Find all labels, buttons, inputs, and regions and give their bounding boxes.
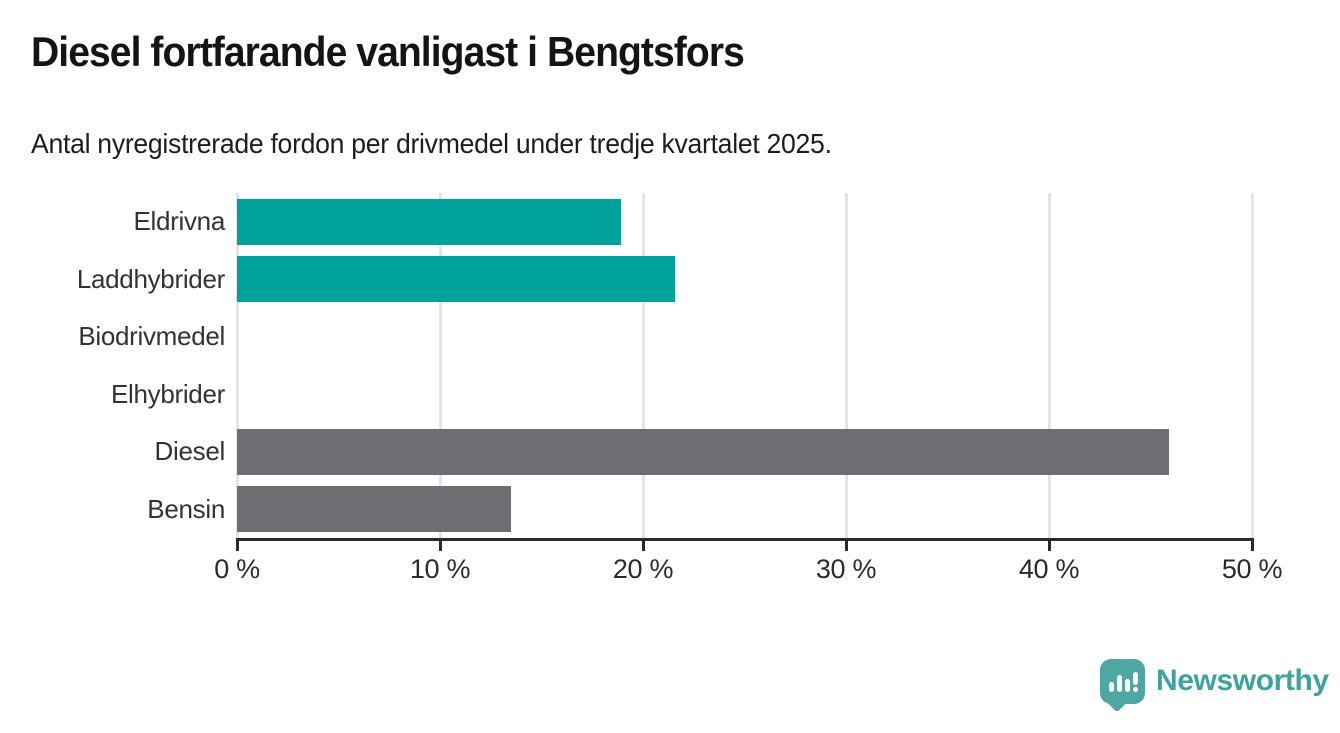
newsworthy-logo-icon (1100, 658, 1145, 712)
logo-bar-icon (1117, 674, 1122, 692)
x-axis-tick (1048, 538, 1051, 551)
chart-subtitle: Antal nyregistrerade fordon per drivmede… (31, 128, 832, 159)
bar (237, 198, 621, 245)
category-label: Bensin (147, 493, 225, 524)
x-tick-label: 50 % (1221, 554, 1283, 584)
gridline (236, 193, 239, 538)
category-label: Diesel (154, 436, 226, 467)
bar (237, 256, 676, 303)
gridline (1251, 193, 1254, 538)
category-label: Laddhybrider (76, 263, 225, 294)
category-label: Biodrivmedel (78, 321, 225, 352)
logo-exclamation-icon (1133, 671, 1138, 685)
gridline (845, 193, 848, 538)
brand-footer: Newsworthy (1100, 656, 1329, 712)
x-axis-line (236, 538, 1254, 541)
chart-title: Diesel fortfarande vanligast i Bengtsfor… (31, 28, 745, 75)
x-axis-tick (1251, 538, 1254, 551)
x-tick-label: 20 % (612, 554, 674, 584)
x-tick-label: 30 % (815, 554, 877, 584)
x-axis-tick (642, 538, 645, 551)
logo-bar-icon (1109, 681, 1114, 692)
gridline (642, 193, 645, 538)
logo-exclamation-dot-icon (1133, 686, 1138, 692)
bar (237, 428, 1169, 475)
x-axis-tick (236, 538, 239, 551)
bar (237, 486, 512, 533)
brand-name: Newsworthy (1156, 664, 1329, 697)
logo-bar-icon (1125, 678, 1130, 692)
gridline (439, 193, 442, 538)
category-label: Eldrivna (133, 206, 225, 237)
x-axis-tick (845, 538, 848, 551)
x-tick-label: 0 % (214, 554, 260, 584)
x-tick-label: 10 % (409, 554, 471, 584)
gridline (1048, 193, 1051, 538)
x-tick-label: 40 % (1018, 554, 1080, 584)
category-label: Elhybrider (110, 378, 225, 409)
x-axis-tick (439, 538, 442, 551)
